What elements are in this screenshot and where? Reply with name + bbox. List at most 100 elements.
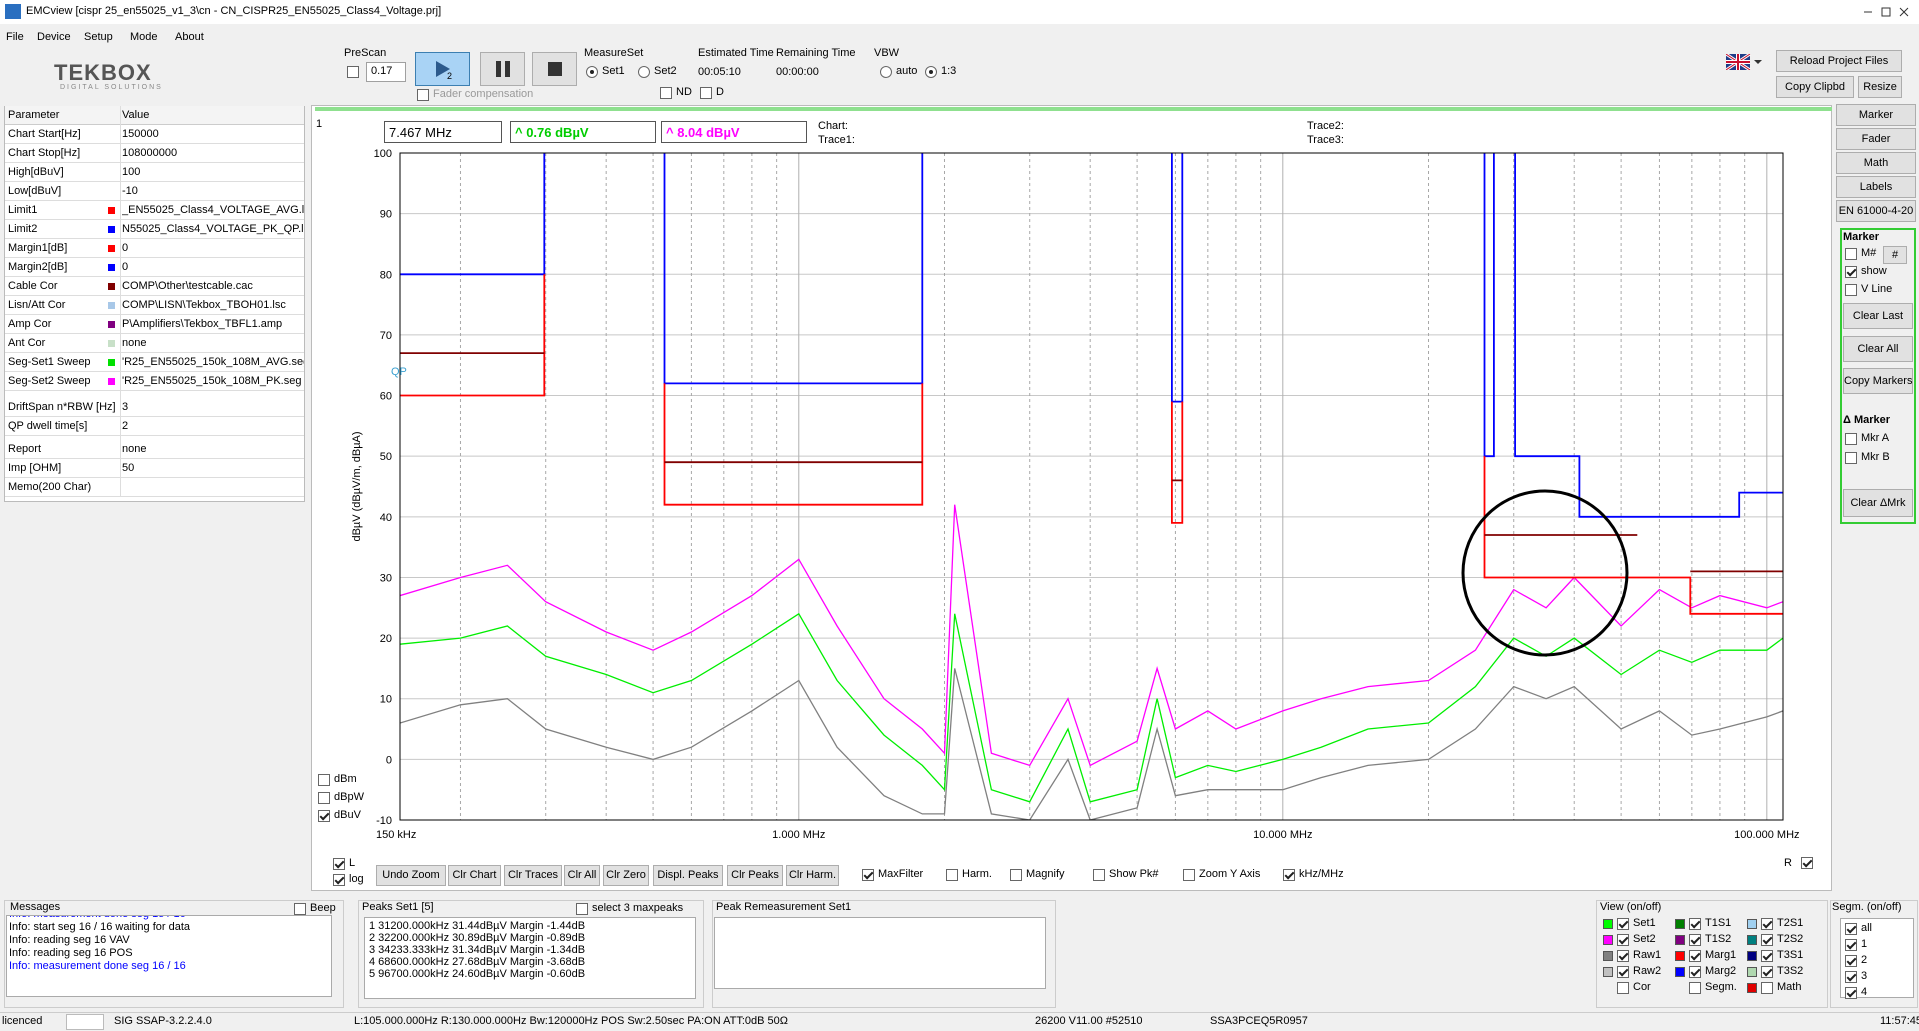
beep-label: Beep	[310, 902, 336, 914]
trace2-label: Trace2:	[1307, 120, 1344, 132]
mkr-a-label: Mkr A	[1861, 432, 1889, 444]
chart-index: 1	[316, 118, 322, 130]
r-option-checkbox[interactable]	[1801, 857, 1813, 869]
peak-line: 4 68600.000kHz 27.68dBµV Margin -3.68dB	[369, 956, 585, 968]
param-value: none	[122, 443, 304, 455]
chart-button[interactable]: Clr Harm.	[786, 865, 839, 886]
side-tab[interactable]: Marker	[1836, 104, 1916, 126]
r-label: R	[1784, 857, 1792, 869]
beep-checkbox[interactable]	[294, 903, 306, 915]
reload-button[interactable]: Reload Project Files	[1776, 50, 1902, 72]
clear-delta-button[interactable]: Clear ΔMrk	[1843, 489, 1913, 517]
marker-number-checkbox[interactable]	[1845, 248, 1857, 260]
copy-markers-button[interactable]: Copy Markers	[1843, 368, 1913, 394]
log-option-checkbox[interactable]	[333, 874, 345, 886]
view-item-checkbox[interactable]	[1689, 934, 1701, 946]
chart-button[interactable]: Displ. Peaks	[653, 865, 723, 886]
view-item-checkbox[interactable]	[1689, 982, 1701, 994]
view-item-checkbox[interactable]	[1761, 918, 1773, 930]
chart-button[interactable]: Clr Chart	[448, 865, 501, 886]
view-item-checkbox[interactable]	[1617, 934, 1629, 946]
menu-item[interactable]: Device	[37, 31, 71, 43]
view-item-checkbox[interactable]	[1761, 934, 1773, 946]
view-item-checkbox[interactable]	[1617, 982, 1629, 994]
view-item-checkbox[interactable]	[1617, 918, 1629, 930]
fader-checkbox[interactable]	[417, 89, 429, 101]
select-maxpeaks-checkbox[interactable]	[576, 903, 588, 915]
view-item-checkbox[interactable]	[1689, 918, 1701, 930]
vbw-auto-radio[interactable]	[880, 66, 892, 78]
marker-vline-checkbox[interactable]	[1845, 284, 1857, 296]
menu-item[interactable]: Setup	[84, 31, 113, 43]
mkr-a-checkbox[interactable]	[1845, 433, 1857, 445]
segment-checkbox[interactable]	[1845, 923, 1857, 935]
set1-radio[interactable]	[586, 66, 598, 78]
remeasure-list	[714, 917, 1046, 989]
resize-button[interactable]: Resize	[1858, 76, 1902, 98]
messages-list: Info: measurement done seg 15 / 16Info: …	[6, 915, 332, 997]
unit-checkbox[interactable]	[318, 810, 330, 822]
view-item-checkbox[interactable]	[1617, 966, 1629, 978]
chart-button[interactable]: Clr Traces	[504, 865, 562, 886]
menu-item[interactable]: File	[6, 31, 24, 43]
side-tab[interactable]: Fader	[1836, 128, 1916, 150]
param-name: Limit2	[8, 223, 37, 235]
param-value: none	[122, 337, 304, 349]
view-swatch	[1675, 935, 1685, 945]
view-item-checkbox[interactable]	[1617, 950, 1629, 962]
hash-button[interactable]: #	[1883, 246, 1907, 264]
menu-item[interactable]: About	[175, 31, 204, 43]
chart-button[interactable]: Undo Zoom	[376, 865, 446, 886]
param-value: COMP\Other\testcable.cac	[122, 280, 304, 292]
estimated-value: 00:05:10	[698, 66, 741, 78]
chart-option-checkbox[interactable]	[1283, 869, 1295, 881]
copy-button[interactable]: Copy Clipbd	[1776, 76, 1854, 98]
d-checkbox[interactable]	[700, 87, 712, 99]
play-index: 2	[447, 71, 452, 81]
segment-checkbox[interactable]	[1845, 955, 1857, 967]
unit-checkbox[interactable]	[318, 792, 330, 804]
unit-checkbox[interactable]	[318, 774, 330, 786]
marker-show-checkbox[interactable]	[1845, 266, 1857, 278]
chart-button[interactable]: Clr All	[564, 865, 600, 886]
chart-option-checkbox[interactable]	[1093, 869, 1105, 881]
y-axis-label: dBµV (dBµV/m, dBµA)	[351, 431, 363, 541]
segment-label: 3	[1861, 970, 1867, 982]
chart-option-checkbox[interactable]	[946, 869, 958, 881]
prescan-input[interactable]: 0.17	[366, 62, 406, 82]
param-name: Margin2[dB]	[8, 261, 67, 273]
view-item-checkbox[interactable]	[1689, 950, 1701, 962]
segment-checkbox[interactable]	[1845, 987, 1857, 999]
chart-option-checkbox[interactable]	[1183, 869, 1195, 881]
side-tab[interactable]: Labels	[1836, 176, 1916, 198]
l-option-checkbox[interactable]	[333, 858, 345, 870]
vbw-ratio-radio[interactable]	[925, 66, 937, 78]
segments-label: Segm. (on/off)	[1832, 901, 1902, 913]
prescan-checkbox[interactable]	[347, 66, 359, 78]
segment-checkbox[interactable]	[1845, 971, 1857, 983]
view-item-label: Set2	[1633, 933, 1656, 945]
param-value: 3	[122, 401, 304, 413]
chart-option-checkbox[interactable]	[1010, 869, 1022, 881]
chart-button[interactable]: Clr Peaks	[727, 865, 783, 886]
segment-checkbox[interactable]	[1845, 939, 1857, 951]
clear-all-button[interactable]: Clear All	[1843, 336, 1913, 362]
chart-label: Chart:	[818, 120, 848, 132]
set2-radio[interactable]	[638, 66, 650, 78]
chart-option-checkbox[interactable]	[862, 869, 874, 881]
menu-item[interactable]: Mode	[130, 31, 158, 43]
peak-line: 5 96700.000kHz 24.60dBµV Margin -0.60dB	[369, 968, 585, 980]
status-text: 26200 V11.00 #52510	[1035, 1015, 1142, 1027]
chart-button[interactable]: Clr Zero	[603, 865, 649, 886]
view-item-checkbox[interactable]	[1761, 966, 1773, 978]
view-item-checkbox[interactable]	[1761, 982, 1773, 994]
nd-checkbox[interactable]	[660, 87, 672, 99]
param-swatch	[108, 378, 115, 385]
y-tick-label: -10	[376, 815, 392, 827]
clear-last-button[interactable]: Clear Last	[1843, 303, 1913, 329]
side-tab[interactable]: EN 61000-4-20	[1836, 200, 1916, 222]
mkr-b-checkbox[interactable]	[1845, 452, 1857, 464]
view-item-checkbox[interactable]	[1761, 950, 1773, 962]
view-item-checkbox[interactable]	[1689, 966, 1701, 978]
side-tab[interactable]: Math	[1836, 152, 1916, 174]
